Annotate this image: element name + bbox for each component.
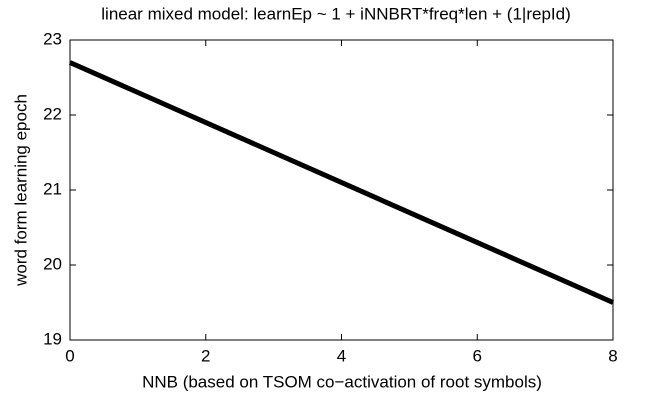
y-axis-label: word form learning epoch xyxy=(11,94,30,287)
y-tick-label: 22 xyxy=(43,104,62,123)
x-tick-label: 2 xyxy=(201,346,210,365)
x-tick-label: 8 xyxy=(608,346,617,365)
chart-title: linear mixed model: learnEp ~ 1 + iNNBRT… xyxy=(101,4,570,23)
y-tick-label: 19 xyxy=(43,329,62,348)
x-tick-label: 6 xyxy=(473,346,482,365)
y-tick-label: 20 xyxy=(43,254,62,273)
x-axis-label: NNB (based on TSOM co−activation of root… xyxy=(142,372,542,391)
x-tick-label: 0 xyxy=(65,346,74,365)
x-tick-label: 4 xyxy=(337,346,346,365)
y-tick-label: 23 xyxy=(43,29,62,48)
data-line xyxy=(68,60,615,305)
y-tick-label: 21 xyxy=(43,179,62,198)
